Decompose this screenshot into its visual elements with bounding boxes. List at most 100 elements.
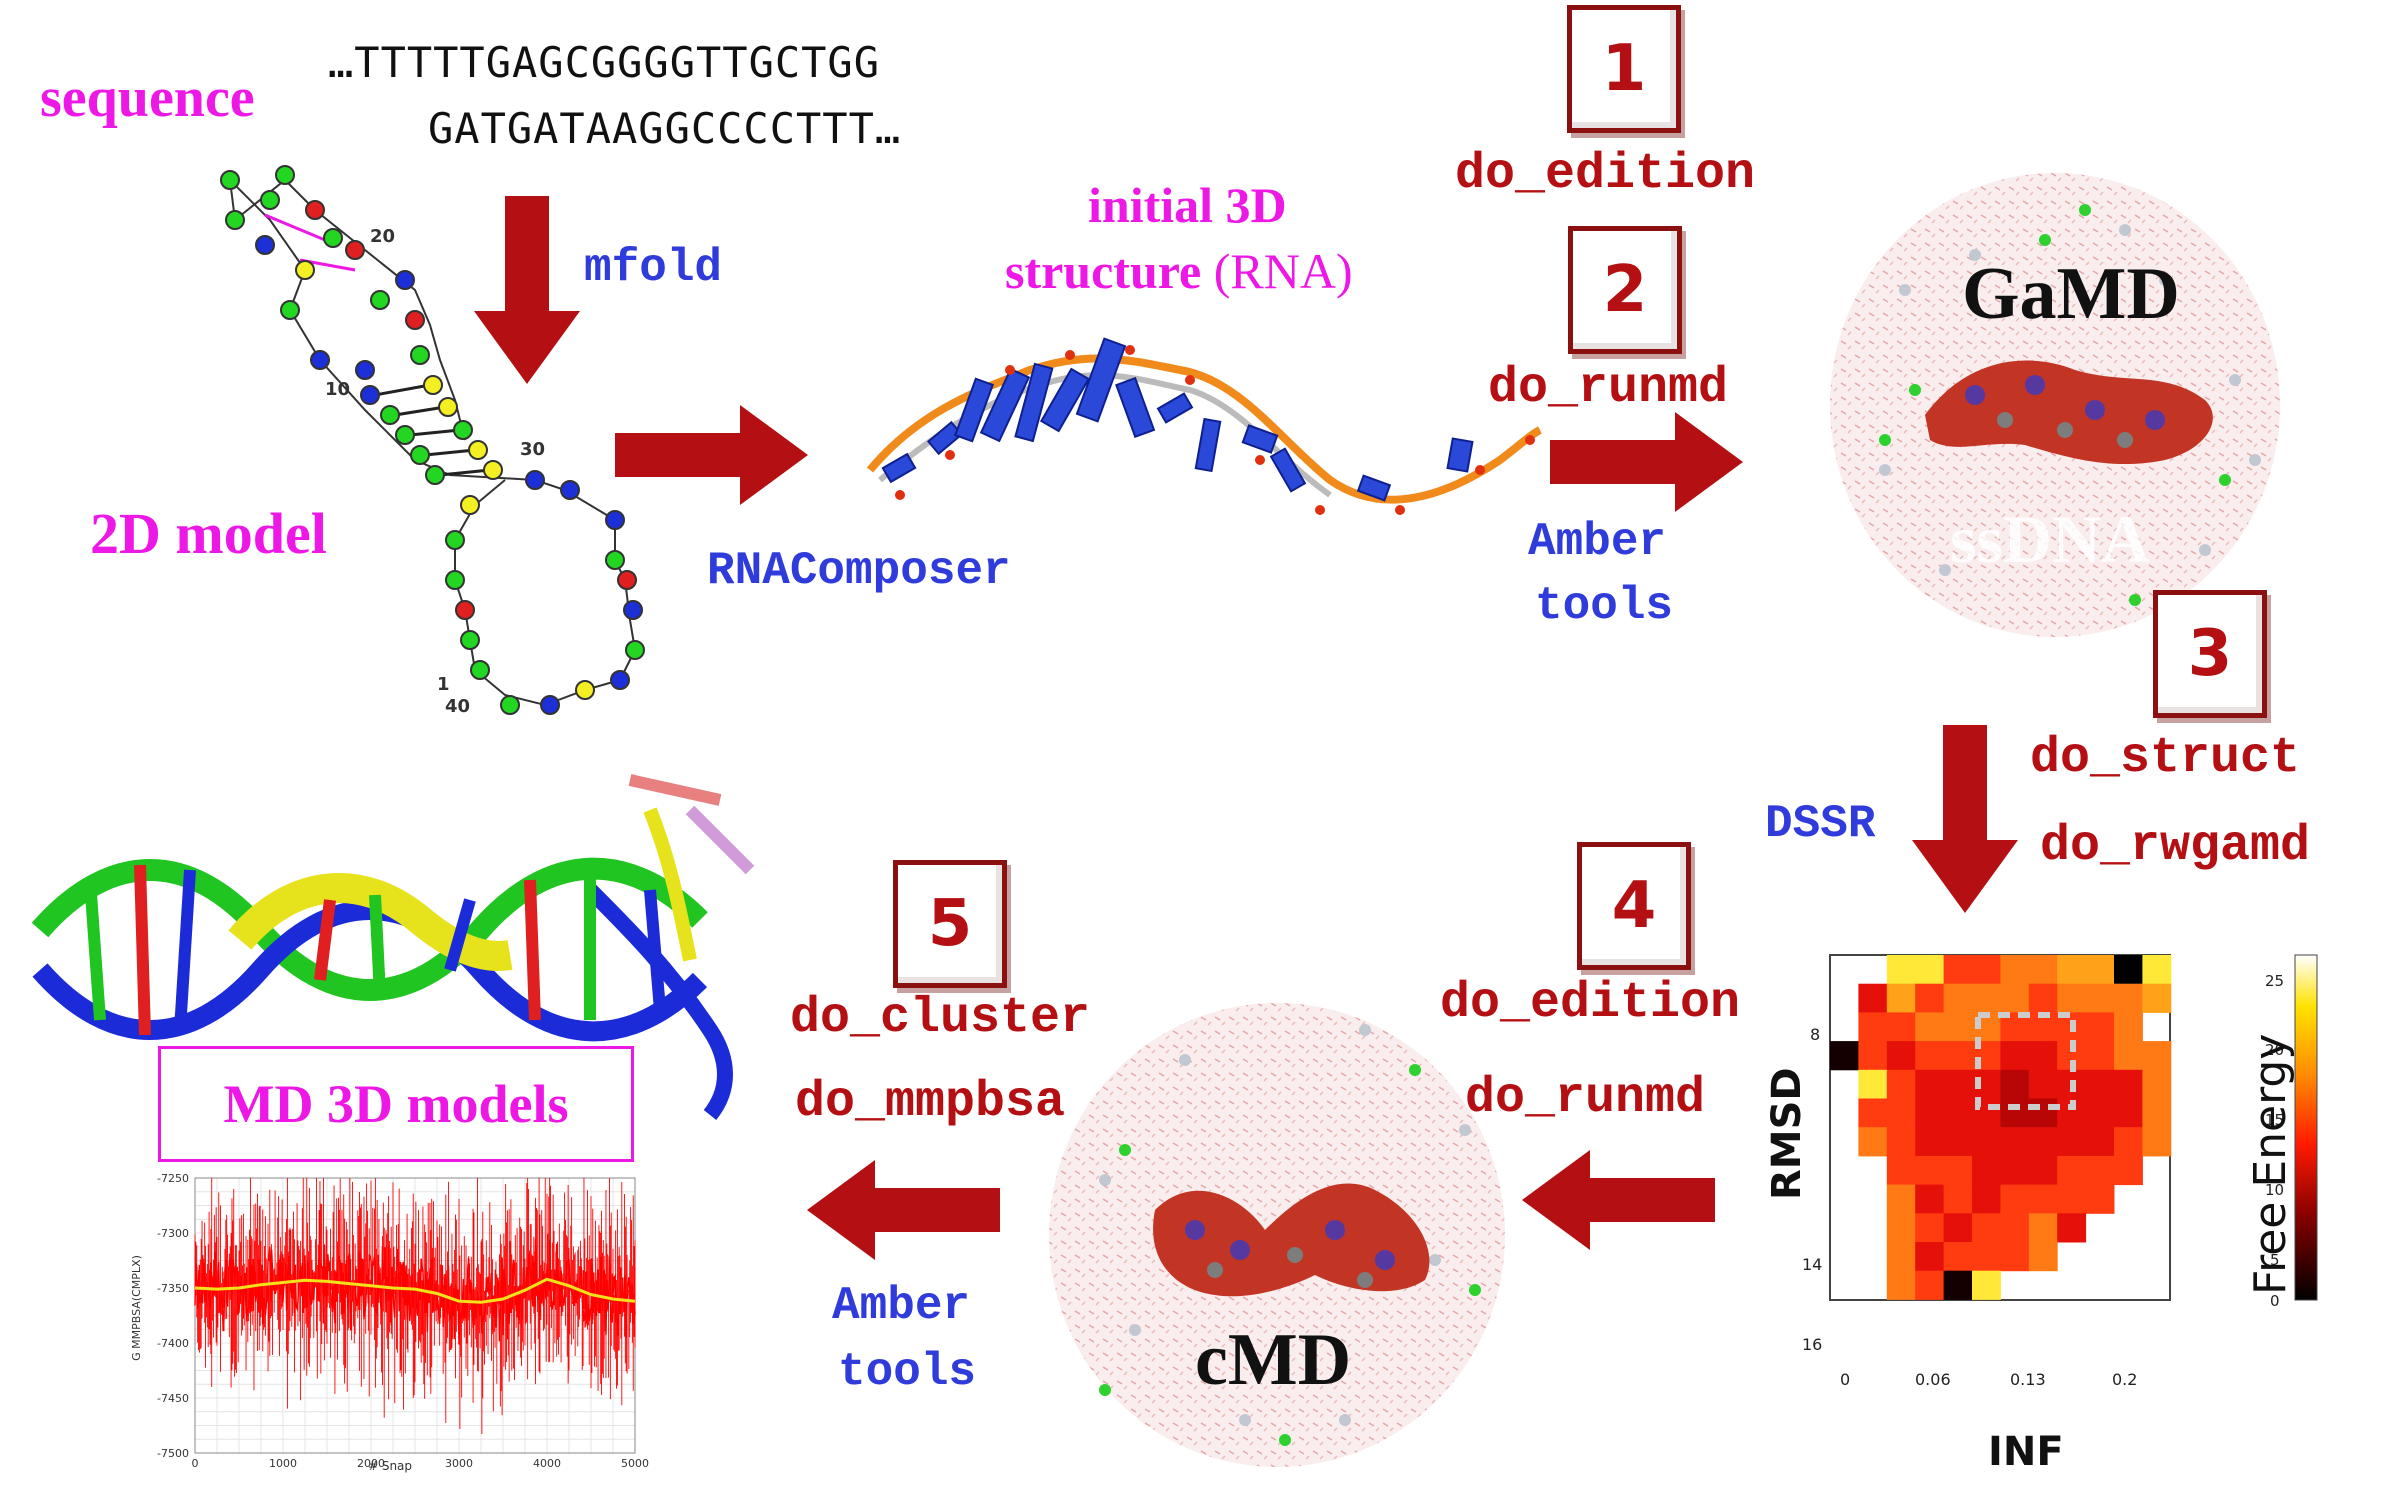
colorbar: [2294, 954, 2318, 1301]
step-1-box: 1: [1567, 5, 1681, 133]
heatmap-cell: [2000, 1155, 2030, 1186]
heatmap-cell: [2000, 1041, 2030, 1071]
step-3-box: 3: [2153, 590, 2267, 718]
gamd-label: GaMD: [1962, 253, 2180, 335]
heatmap-cell: [2142, 955, 2172, 985]
heatmap-cell: [2000, 1098, 2030, 1128]
tool-amber-top-line2: tools: [1535, 580, 1674, 632]
heatmap-cell: [1915, 1270, 1945, 1300]
colorbar-tick-20: 20: [2265, 1041, 2284, 1059]
ssdna-label: ssDNA: [1950, 501, 2151, 577]
chart-y-tick-label: -7500: [157, 1447, 189, 1460]
heatmap-cell: [2142, 983, 2172, 1013]
heatmap-selection-box: [1975, 1012, 2076, 1110]
chart-x-label: # Snap: [368, 1459, 412, 1473]
step-3-command-do-rwgamd: do_rwgamd: [2040, 818, 2311, 875]
heatmap-cell: [2142, 1127, 2172, 1157]
heatmap-cell: [1886, 1098, 1916, 1128]
chart-series-line-raw: [194, 1238, 636, 1345]
chart-y-tick-label: -7400: [157, 1337, 189, 1350]
heatmap-cell: [2000, 1184, 2030, 1214]
initial-3d-rna-word: (RNA): [1213, 243, 1353, 299]
heatmap-cell: [2085, 955, 2115, 985]
chart-y-tick-label: -7250: [157, 1172, 189, 1185]
chart-x-tick-label: 3000: [445, 1457, 473, 1470]
chart-y-ticks: -7250 -7300 -7350 -7400 -7450 -7500: [157, 1172, 189, 1460]
heatmap-cell: [2000, 1127, 2030, 1157]
initial-3d-structure-word: structure: [1005, 243, 1202, 299]
step-5-command-do-cluster: do_cluster: [790, 990, 1091, 1047]
initial-3d-rna-structure: [866, 337, 1542, 515]
heatmap-cell: [1886, 1242, 1916, 1272]
heatmap-cell: [1915, 1012, 1945, 1042]
arrow-down-dssr: [1912, 725, 2018, 913]
step-1-command-do-edition: do_edition: [1455, 146, 1756, 203]
heatmap-cell: [1972, 1184, 2001, 1214]
arrow-down-mfold: [474, 196, 580, 384]
heatmap-cell: [2000, 955, 2030, 985]
step-5-box: 5: [893, 860, 1007, 988]
chart-x-tick-label: 0: [192, 1457, 199, 1470]
initial-3d-label-line1: initial 3D: [1088, 177, 1287, 233]
heatmap-cell: [2085, 1069, 2115, 1099]
x-tick-0-2: 0.2: [2112, 1370, 2137, 1389]
heatmap-cell: [1943, 1098, 1973, 1128]
heatmap-cell: [2028, 1184, 2058, 1214]
heatmap-cell: [2142, 1069, 2172, 1099]
heatmap-cell: [1830, 1041, 1859, 1071]
tool-amber-bottom-line2: tools: [838, 1346, 977, 1398]
md-3d-helix-model: [31, 774, 755, 1120]
chart-y-tick-label: -7450: [157, 1392, 189, 1405]
heatmap-cell: [1886, 1041, 1916, 1071]
mmpbsa-line-chart: 0 1000 2000 3000 4000 5000 -7250 -7300 -7350 -74…: [130, 1172, 650, 1473]
heatmap-cell: [1972, 983, 2001, 1013]
heatmap-cell: [1972, 1127, 2001, 1157]
heatmap-cell: [1858, 1012, 1888, 1042]
heatmap-cell: [1915, 1213, 1945, 1243]
chart-x-tick-label: 2000: [357, 1457, 385, 1470]
nt-number-10: 10: [325, 379, 350, 400]
tool-mfold: mfold: [584, 242, 723, 294]
chart-x-ticks: 0 1000 2000 3000 4000 5000: [192, 1457, 650, 1470]
heatmap-cell: [1886, 1184, 1916, 1214]
base-pair-lines: [374, 383, 491, 477]
heatmap-cell: [1886, 983, 1916, 1013]
heatmap-cell: [1915, 1127, 1945, 1157]
nt-number-20: 20: [370, 226, 395, 247]
chart-y-label: G MMPBSA(CMPLX): [130, 1255, 143, 1361]
heatmap-cell: [1943, 1069, 1973, 1099]
tool-amber-top-line1: Amber: [1528, 516, 1667, 568]
gamd-water-box: [1830, 173, 2280, 637]
step-4-command-do-edition: do_edition: [1440, 975, 1741, 1032]
chart-y-tick-label: -7300: [157, 1227, 189, 1240]
step-2-box: 2: [1568, 226, 1682, 354]
heatmap-cell: [1858, 1098, 1888, 1128]
md-models-label: MD 3D models: [223, 1074, 569, 1134]
colorbar-tick-25: 25: [2265, 972, 2284, 990]
chart-series-line-average: [194, 1277, 636, 1304]
sequence-line-2: GATGATAAGGCCCCTTT…: [428, 104, 902, 153]
heatmap-cell: [2028, 1127, 2058, 1157]
x-tick-0-13: 0.13: [2010, 1370, 2046, 1389]
colorbar-tick-10: 10: [2265, 1181, 2284, 1199]
heatmap-cell: [1943, 1012, 1973, 1042]
heatmap-cell: [2028, 955, 2058, 985]
heatmap-cell: [2000, 983, 2030, 1013]
chart-x-tick-label: 4000: [533, 1457, 561, 1470]
nt-number-1: 1: [437, 674, 450, 695]
heatmap-cell: [2114, 1041, 2143, 1071]
heatmap-cell: [1915, 983, 1945, 1013]
heatmap-cell: [1972, 955, 2001, 985]
heatmap-cell: [1943, 1184, 1973, 1214]
nt-number-30: 30: [520, 439, 545, 460]
chart-y-tick-label: -7350: [157, 1282, 189, 1295]
nt-number-40: 40: [445, 696, 470, 717]
tool-dssr: DSSR: [1765, 798, 1876, 850]
heatmap-cell: [2085, 1098, 2115, 1128]
heatmap-cell: [1943, 1242, 1973, 1272]
heatmap-cell: [2028, 1155, 2058, 1186]
y-tick-8: 8: [1810, 1025, 1820, 1044]
heatmap-cell: [2028, 1069, 2058, 1099]
heatmap-cell: [2085, 1184, 2115, 1214]
heatmap-cell: [1886, 1012, 1916, 1042]
